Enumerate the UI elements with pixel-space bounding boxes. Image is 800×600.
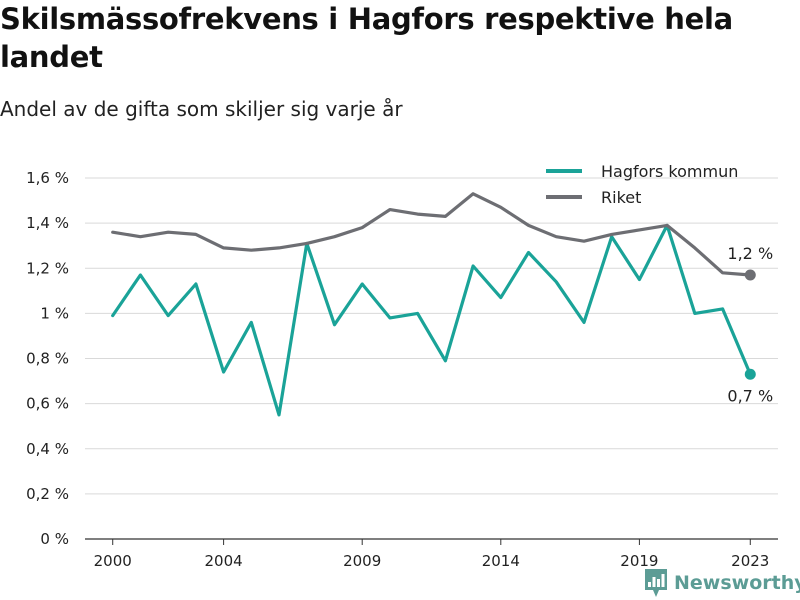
y-tick-label: 1,2 %: [26, 259, 69, 277]
x-tick-label: 2019: [620, 552, 658, 570]
y-tick-label: 1,6 %: [26, 169, 69, 187]
series-end-label-1: 1,2 %: [727, 244, 773, 263]
series-lines: 0,7 % 1,2 %: [111, 192, 773, 417]
chart-title: Skilsmässofrekvens i Hagfors respektive …: [0, 2, 733, 74]
x-tick-label: 2009: [343, 552, 381, 570]
chart-subtitle: Andel av de gifta som skiljer sig varje …: [0, 97, 403, 121]
x-tick-label: 2004: [205, 552, 243, 570]
series-end-label-0: 0,7 %: [727, 386, 773, 405]
y-tick-label: 0,8 %: [26, 350, 69, 368]
legend-label-1: Riket: [601, 188, 641, 207]
series-end-point-0: [744, 368, 756, 380]
y-tick-label: 0 %: [40, 530, 69, 548]
series-end-point-1: [744, 269, 756, 281]
bar-chart-logo-icon: [645, 569, 667, 597]
x-axis: 2000 2004 2009 2014 2019 2023: [94, 539, 769, 570]
series-line-1: [111, 192, 752, 277]
y-tick-label: 1 %: [40, 304, 69, 322]
y-axis: 0 % 0,2 % 0,4 % 0,6 % 0,8 % 1 % 1,2 % 1,4 % 1,6 …: [26, 169, 69, 548]
y-tick-label: 0,4 %: [26, 440, 69, 458]
x-tick-label: 2023: [731, 552, 769, 570]
legend-label-0: Hagfors kommun: [601, 162, 738, 181]
brand-logo: Newsworthy: [644, 568, 800, 598]
legend: Hagfors kommun Riket: [546, 162, 738, 207]
y-tick-label: 0,6 %: [26, 395, 69, 413]
y-tick-label: 0,2 %: [26, 485, 69, 503]
series-line-0: [111, 223, 752, 417]
grid-lines: [85, 177, 778, 540]
x-tick-label: 2000: [94, 552, 132, 570]
brand-name: Newsworthy: [674, 572, 800, 594]
x-tick-label: 2014: [482, 552, 520, 570]
y-tick-label: 1,4 %: [26, 214, 69, 232]
